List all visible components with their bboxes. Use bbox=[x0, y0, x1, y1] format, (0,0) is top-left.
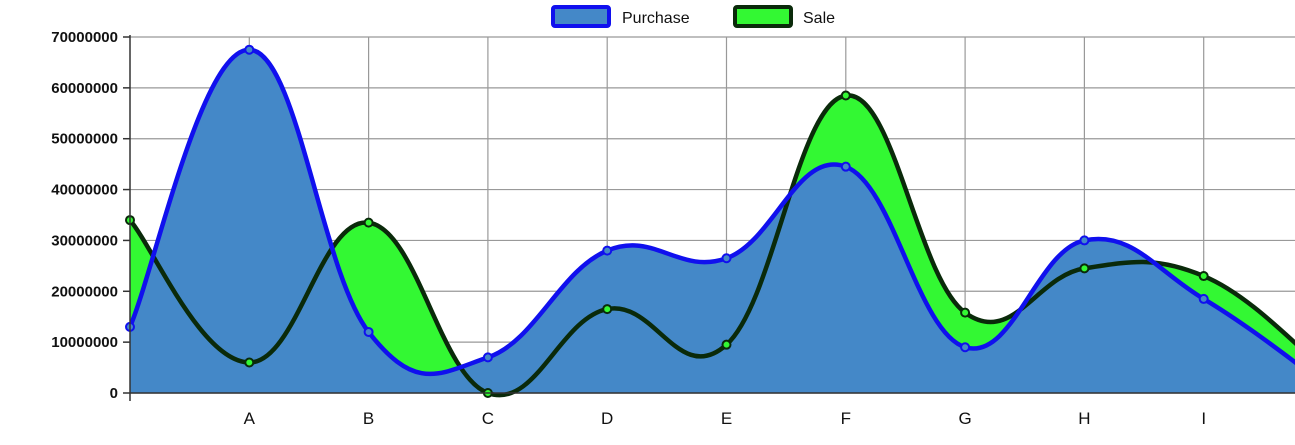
point-purchase[interactable] bbox=[721, 253, 732, 264]
legend-label-sale: Sale bbox=[803, 10, 835, 27]
point-sale[interactable] bbox=[960, 307, 971, 318]
y-tick-label: 50000000 bbox=[51, 131, 118, 148]
y-tick-label: 20000000 bbox=[51, 283, 118, 300]
x-tick-label: F bbox=[841, 409, 851, 428]
legend-swatch-purchase[interactable] bbox=[551, 5, 611, 28]
y-tick-label: 0 bbox=[110, 385, 118, 402]
x-tick-label: I bbox=[1201, 409, 1206, 428]
point-sale[interactable] bbox=[363, 217, 374, 228]
x-tick-label: A bbox=[244, 409, 256, 428]
point-purchase[interactable] bbox=[363, 326, 374, 337]
legend: Purchase Sale bbox=[551, 5, 835, 28]
x-tick-label: D bbox=[601, 409, 613, 428]
point-purchase[interactable] bbox=[482, 352, 493, 363]
y-tick-label: 30000000 bbox=[51, 232, 118, 249]
y-tick-label: 40000000 bbox=[51, 182, 118, 199]
x-tick-label: H bbox=[1078, 409, 1090, 428]
y-tick-label: 70000000 bbox=[51, 29, 118, 46]
series-areas bbox=[130, 49, 1295, 396]
x-tick-label: G bbox=[958, 409, 971, 428]
point-purchase[interactable] bbox=[1198, 293, 1209, 304]
point-sale[interactable] bbox=[840, 90, 851, 101]
point-purchase[interactable] bbox=[602, 245, 613, 256]
legend-label-purchase: Purchase bbox=[622, 10, 690, 27]
point-sale[interactable] bbox=[721, 339, 732, 350]
y-tick-label: 10000000 bbox=[51, 334, 118, 351]
point-purchase[interactable] bbox=[840, 161, 851, 172]
point-purchase[interactable] bbox=[1079, 235, 1090, 246]
legend-swatch-sale[interactable] bbox=[733, 5, 793, 28]
point-sale[interactable] bbox=[1079, 263, 1090, 274]
x-tick-label: B bbox=[363, 409, 374, 428]
point-sale[interactable] bbox=[244, 357, 255, 368]
data-points bbox=[125, 44, 1209, 398]
x-tick-label: E bbox=[721, 409, 732, 428]
point-purchase[interactable] bbox=[244, 44, 255, 55]
point-sale[interactable] bbox=[602, 304, 613, 315]
area-purchase bbox=[130, 49, 1295, 393]
point-purchase[interactable] bbox=[960, 342, 971, 353]
axes: 0 10000000 20000000 30000000 40000000 5000000… bbox=[51, 29, 1295, 428]
y-tick-label: 60000000 bbox=[51, 80, 118, 97]
line-purchase bbox=[127, 47, 1295, 377]
x-tick-label: C bbox=[482, 409, 494, 428]
point-sale[interactable] bbox=[1198, 271, 1209, 282]
